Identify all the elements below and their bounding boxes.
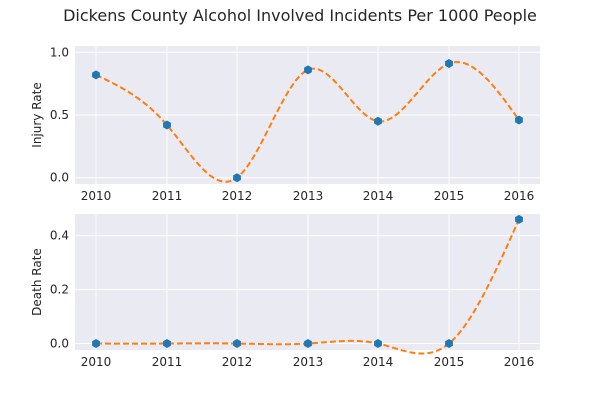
injury-data-point-2014	[374, 116, 382, 126]
death-x-tick-label: 2016	[504, 355, 535, 369]
death-x-tick-label: 2015	[434, 355, 465, 369]
death-y-tick-label: 0.0	[50, 337, 69, 351]
death-data-point-2016	[515, 214, 523, 224]
death-rate-panel: 0.0 0.2 0.4 2010 2011 2012 2013 2014 2015 2016 D…	[30, 214, 540, 369]
death-data-point-2010	[92, 339, 100, 349]
chart-title: Dickens County Alcohol Involved Incident…	[63, 6, 537, 25]
injury-y-tick-label: 0.0	[50, 171, 69, 185]
injury-x-tick-label: 2016	[504, 189, 535, 203]
injury-data-point-2015	[445, 59, 453, 69]
death-y-tick-label: 0.4	[50, 229, 69, 243]
injury-y-tick-label: 1.0	[50, 45, 69, 59]
death-gridlines	[75, 214, 540, 350]
injury-data-point-2013	[304, 65, 312, 75]
injury-data-point-2016	[515, 115, 523, 125]
injury-x-tick-label: 2011	[152, 189, 183, 203]
injury-x-ticks: 2010 2011 2012 2013 2014 2015 2016	[81, 189, 535, 203]
death-data-point-2012	[233, 339, 241, 349]
death-data-point-2013	[304, 339, 312, 349]
injury-y-axis-label: Injury Rate	[30, 82, 44, 147]
injury-data-point-2012	[233, 173, 241, 183]
injury-data-point-2011	[163, 120, 171, 130]
injury-x-tick-label: 2014	[363, 189, 394, 203]
death-x-tick-label: 2010	[81, 355, 112, 369]
injury-x-tick-label: 2010	[81, 189, 112, 203]
death-y-axis-label: Death Rate	[30, 248, 44, 316]
injury-x-tick-label: 2013	[293, 189, 324, 203]
death-data-point-2015	[445, 339, 453, 349]
injury-x-tick-label: 2012	[222, 189, 253, 203]
injury-y-ticks: 0.0 0.5 1.0	[50, 45, 69, 184]
death-y-ticks: 0.0 0.2 0.4	[50, 229, 69, 351]
death-rate-points	[92, 214, 523, 349]
injury-rate-panel: 0.0 0.5 1.0 2010 2011 2012 2013 2014 2015 2016 I…	[30, 45, 540, 203]
injury-y-tick-label: 0.5	[50, 108, 69, 122]
death-x-ticks: 2010 2011 2012 2013 2014 2015 2016	[81, 355, 535, 369]
injury-x-tick-label: 2015	[434, 189, 465, 203]
injury-data-point-2010	[92, 70, 100, 80]
death-x-tick-label: 2011	[152, 355, 183, 369]
death-x-tick-label: 2013	[293, 355, 324, 369]
injury-gridlines	[75, 46, 540, 184]
death-data-point-2014	[374, 339, 382, 349]
death-data-point-2011	[163, 339, 171, 349]
death-y-tick-label: 0.2	[50, 283, 69, 297]
death-x-tick-label: 2012	[222, 355, 253, 369]
death-x-tick-label: 2014	[363, 355, 394, 369]
injury-rate-points	[92, 59, 523, 183]
